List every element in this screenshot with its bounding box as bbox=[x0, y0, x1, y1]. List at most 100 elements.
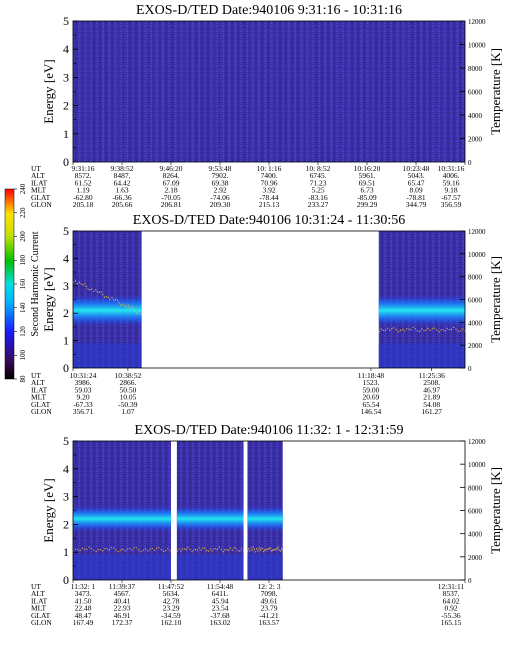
orbit-value: 10: 1:16 bbox=[257, 164, 282, 173]
y-axis-label: Energy [eV] bbox=[41, 59, 56, 123]
orbit-value: -74.06 bbox=[210, 193, 230, 202]
orbit-value: -55.36 bbox=[441, 611, 461, 620]
y2-tick-label: 12000 bbox=[468, 18, 486, 26]
orbit-value: 69.51 bbox=[359, 178, 376, 187]
spectrogram-panel-1: EXOS-D/TED Date:940106 9:31:16 - 10:31:1… bbox=[31, 3, 503, 209]
orbit-value: -85.09 bbox=[357, 193, 377, 202]
orbit-value: 48.47 bbox=[75, 611, 92, 620]
colorbar: 80 100 120 140 160 180 200 220 240 Second Harmon… bbox=[4, 183, 41, 383]
orbit-value: 49.61 bbox=[261, 596, 278, 605]
orbit-value: 2508. bbox=[423, 378, 440, 387]
orbit-value: 10: 8:52 bbox=[306, 164, 331, 173]
orbit-value: 3986. bbox=[75, 378, 92, 387]
orbit-row-label: ALT bbox=[31, 171, 45, 180]
orbit-value: 2866. bbox=[119, 378, 136, 387]
orbit-value: 9.18 bbox=[444, 186, 457, 195]
orbit-value: 8572. bbox=[75, 171, 92, 180]
orbit-value: 344.79 bbox=[406, 200, 427, 209]
y2-axis-label: Temperature [K] bbox=[488, 467, 503, 554]
orbit-value: 54.08 bbox=[423, 400, 440, 409]
orbit-value: -62.80 bbox=[73, 193, 93, 202]
orbit-value: 12:31:11 bbox=[438, 582, 465, 591]
orbit-value: 50.50 bbox=[119, 385, 136, 394]
colorbar-tick-label: 160 bbox=[19, 278, 27, 289]
orbit-value: -83.16 bbox=[308, 193, 328, 202]
orbit-row-label: GLAT bbox=[31, 611, 51, 620]
orbit-value: 9:31:16 bbox=[72, 164, 95, 173]
orbit-value: 65.47 bbox=[408, 178, 425, 187]
orbit-value: 23.79 bbox=[261, 604, 278, 613]
y-tick-label: 5 bbox=[63, 434, 69, 448]
orbit-value: 4006. bbox=[443, 171, 460, 180]
y2-tick-label: 6000 bbox=[468, 89, 483, 97]
y-tick-label: 4 bbox=[63, 42, 69, 56]
panel-title: EXOS-D/TED Date:940106 9:31:16 - 10:31:1… bbox=[136, 3, 402, 18]
temperature-trace bbox=[378, 326, 466, 333]
orbit-value: 7902. bbox=[212, 171, 229, 180]
orbit-value: 20.69 bbox=[362, 393, 379, 402]
y-axis-label: Energy [eV] bbox=[41, 267, 56, 331]
orbit-row-label: UT bbox=[31, 582, 41, 591]
orbit-value: 8264. bbox=[163, 171, 180, 180]
orbit-row-label: MLT bbox=[31, 393, 47, 402]
orbit-value: 10:31:16 bbox=[438, 164, 465, 173]
y2-tick-label: 8000 bbox=[468, 274, 483, 282]
orbit-value: 215.13 bbox=[259, 200, 280, 209]
orbit-value: 8.09 bbox=[409, 186, 422, 195]
colorbar-tick-label: 240 bbox=[19, 183, 27, 194]
orbit-row-label: GLON bbox=[31, 407, 52, 416]
orbit-row-label: MLT bbox=[31, 186, 47, 195]
orbit-value: 356.59 bbox=[441, 200, 462, 209]
orbit-value: 9:38:52 bbox=[111, 164, 134, 173]
orbit-value: 21.89 bbox=[423, 393, 440, 402]
orbit-value: 2.18 bbox=[164, 186, 177, 195]
y-tick-label: 5 bbox=[63, 14, 69, 28]
orbit-value: 10:31:24 bbox=[70, 371, 97, 380]
orbit-value: -70.05 bbox=[161, 193, 181, 202]
orbit-value: 9:46:20 bbox=[160, 164, 183, 173]
orbit-value: -50.39 bbox=[118, 400, 138, 409]
y2-tick-label: 0 bbox=[468, 365, 472, 373]
orbit-value: 163.02 bbox=[210, 618, 231, 627]
orbit-value: 205.66 bbox=[112, 200, 133, 209]
orbit-row-label: GLON bbox=[31, 618, 52, 627]
y2-tick-label: 2000 bbox=[468, 136, 483, 144]
orbit-value: 45.94 bbox=[212, 596, 229, 605]
spectrogram-panels: EXOS-D/TED Date:940106 9:31:16 - 10:31:1… bbox=[31, 3, 503, 627]
orbit-value: 7400. bbox=[261, 171, 278, 180]
y-tick-label: 5 bbox=[63, 224, 69, 238]
orbit-value: 23.54 bbox=[212, 604, 229, 613]
y2-tick-label: 6000 bbox=[468, 297, 483, 305]
orbit-value: 0.92 bbox=[444, 604, 457, 613]
spectrogram-panel-3: EXOS-D/TED Date:940106 11:32: 1 - 12:31:… bbox=[31, 423, 503, 627]
temperature-trace bbox=[72, 546, 172, 553]
orbit-value: 40.41 bbox=[114, 596, 131, 605]
orbit-row-label: MLT bbox=[31, 604, 47, 613]
orbit-value: 10:38:52 bbox=[115, 371, 142, 380]
orbit-value: 64.02 bbox=[443, 596, 460, 605]
orbit-value: 11:32: 1 bbox=[71, 582, 96, 591]
y-tick-label: 2 bbox=[63, 306, 69, 320]
orbit-value: 3473. bbox=[75, 589, 92, 598]
y2-tick-label: 10000 bbox=[468, 461, 486, 469]
colorbar-tick-label: 120 bbox=[19, 326, 27, 337]
orbit-row-label: GLON bbox=[31, 200, 52, 209]
orbit-value: 146.54 bbox=[361, 407, 382, 416]
orbit-row-label: ILAT bbox=[31, 178, 48, 187]
y2-tick-label: 2000 bbox=[468, 554, 483, 562]
y2-tick-label: 10000 bbox=[468, 42, 486, 50]
y-tick-label: 0 bbox=[63, 361, 69, 375]
orbit-value: 161.27 bbox=[421, 407, 442, 416]
y2-tick-label: 12000 bbox=[468, 438, 486, 446]
orbit-value: 5.25 bbox=[311, 186, 324, 195]
orbit-value: 6745. bbox=[310, 171, 327, 180]
orbit-value: 1.63 bbox=[115, 186, 128, 195]
orbit-value: 167.49 bbox=[73, 618, 94, 627]
orbit-value: 10.05 bbox=[119, 393, 136, 402]
orbit-value: 71.23 bbox=[310, 178, 327, 187]
y-tick-label: 3 bbox=[63, 70, 69, 84]
orbit-value: 1523. bbox=[362, 378, 379, 387]
y-axis-label: Energy [eV] bbox=[41, 478, 56, 542]
